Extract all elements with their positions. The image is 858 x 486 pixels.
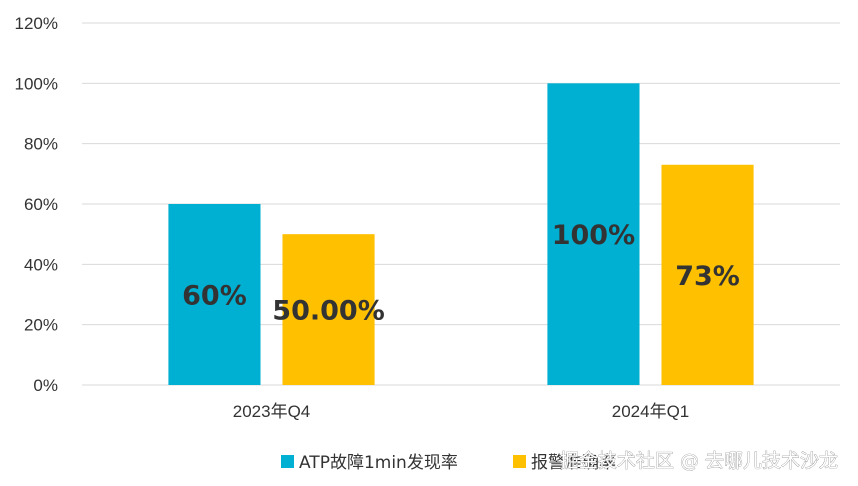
legend-label: 报警准确率 <box>531 453 616 473</box>
y-tick-label: 120% <box>15 14 58 33</box>
data-labels: 60% 50.00% 100% 73% <box>182 220 740 326</box>
y-tick-label: 40% <box>24 255 58 274</box>
legend-label: ATP故障1min发现率 <box>299 453 458 473</box>
watermark-text: 掘金技术社区 @ 去哪儿技术沙龙 <box>560 450 838 472</box>
legend: ATP故障1min发现率 报警准确率 <box>281 453 616 473</box>
bars <box>168 83 754 385</box>
y-tick-label: 80% <box>24 135 58 154</box>
x-category-label: 2024年Q1 <box>612 402 690 421</box>
data-label: 73% <box>675 261 740 292</box>
y-tick-label: 60% <box>24 195 58 214</box>
data-label: 100% <box>552 220 635 251</box>
y-tick-label: 20% <box>24 316 58 335</box>
y-tick-label: 0% <box>33 376 58 395</box>
legend-swatch <box>513 455 526 468</box>
legend-swatch <box>281 455 294 468</box>
x-category-label: 2023年Q4 <box>233 402 311 421</box>
data-label: 50.00% <box>272 296 384 327</box>
bar-1-2 <box>547 83 640 385</box>
bar-2-2 <box>661 164 754 385</box>
data-label: 60% <box>182 281 247 312</box>
bar-1-1 <box>168 204 261 385</box>
y-tick-label: 100% <box>15 74 58 93</box>
x-axis-categories: 2023年Q4 2024年Q1 <box>233 402 690 421</box>
bar-2-1 <box>282 234 375 385</box>
y-axis-ticks: 0% 20% 40% 60% 80% 100% 120% <box>15 14 58 395</box>
